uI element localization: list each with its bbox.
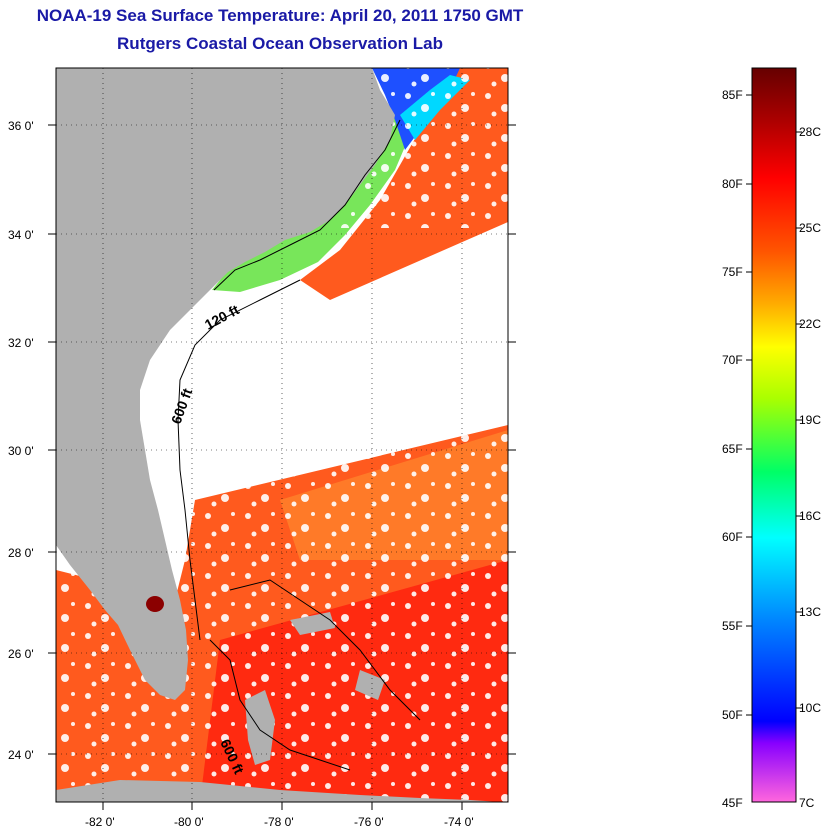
colorbar-f-label: 80F xyxy=(722,177,743,191)
contour-600ft xyxy=(177,279,301,641)
colorbar-f-label: 75F xyxy=(722,265,743,279)
lon-label: -78 0' xyxy=(264,815,294,829)
lon-label: -82 0' xyxy=(85,815,115,829)
colorbar xyxy=(751,67,797,803)
graticule xyxy=(56,68,508,802)
lake-okeechobee xyxy=(146,596,164,612)
colorbar-f-label: 55F xyxy=(722,619,743,633)
contour-120ft xyxy=(213,119,401,291)
colorbar-c-label: 22C xyxy=(799,317,821,331)
colorbar-f-label: 50F xyxy=(722,708,743,722)
colorbar-c-label: 25C xyxy=(799,221,821,235)
lat-label: 32 0' xyxy=(8,336,34,350)
lat-label: 36 0' xyxy=(8,119,34,133)
lat-label: 28 0' xyxy=(8,546,34,560)
land-andros xyxy=(245,690,275,765)
colorbar-c-label: 13C xyxy=(799,605,821,619)
map-subtitle: Rutgers Coastal Ocean Observation Lab xyxy=(117,34,443,53)
colorbar-c-label: 7C xyxy=(799,796,815,810)
colorbar-f-label: 70F xyxy=(722,353,743,367)
lat-label: 30 0' xyxy=(8,444,34,458)
land-cuba xyxy=(56,780,500,802)
lat-label: 26 0' xyxy=(8,647,34,661)
map-title: NOAA-19 Sea Surface Temperature: April 2… xyxy=(36,6,524,25)
lon-label: -80 0' xyxy=(174,815,204,829)
lat-label: 34 0' xyxy=(8,228,34,242)
lon-label: -74 0' xyxy=(444,815,474,829)
lat-label: 24 0' xyxy=(8,748,34,762)
colorbar-f-label: 85F xyxy=(722,88,743,102)
colorbar-c-label: 16C xyxy=(799,509,821,523)
colorbar-f-label: 60F xyxy=(722,530,743,544)
colorbar-c-label: 28C xyxy=(799,125,821,139)
colorbar-c-label: 10C xyxy=(799,701,821,715)
colorbar-c-label: 19C xyxy=(799,413,821,427)
land-mass xyxy=(56,68,395,700)
colorbar-f-label: 65F xyxy=(722,442,743,456)
lon-label: -76 0' xyxy=(354,815,384,829)
colorbar-f-label: 45F xyxy=(722,796,743,810)
